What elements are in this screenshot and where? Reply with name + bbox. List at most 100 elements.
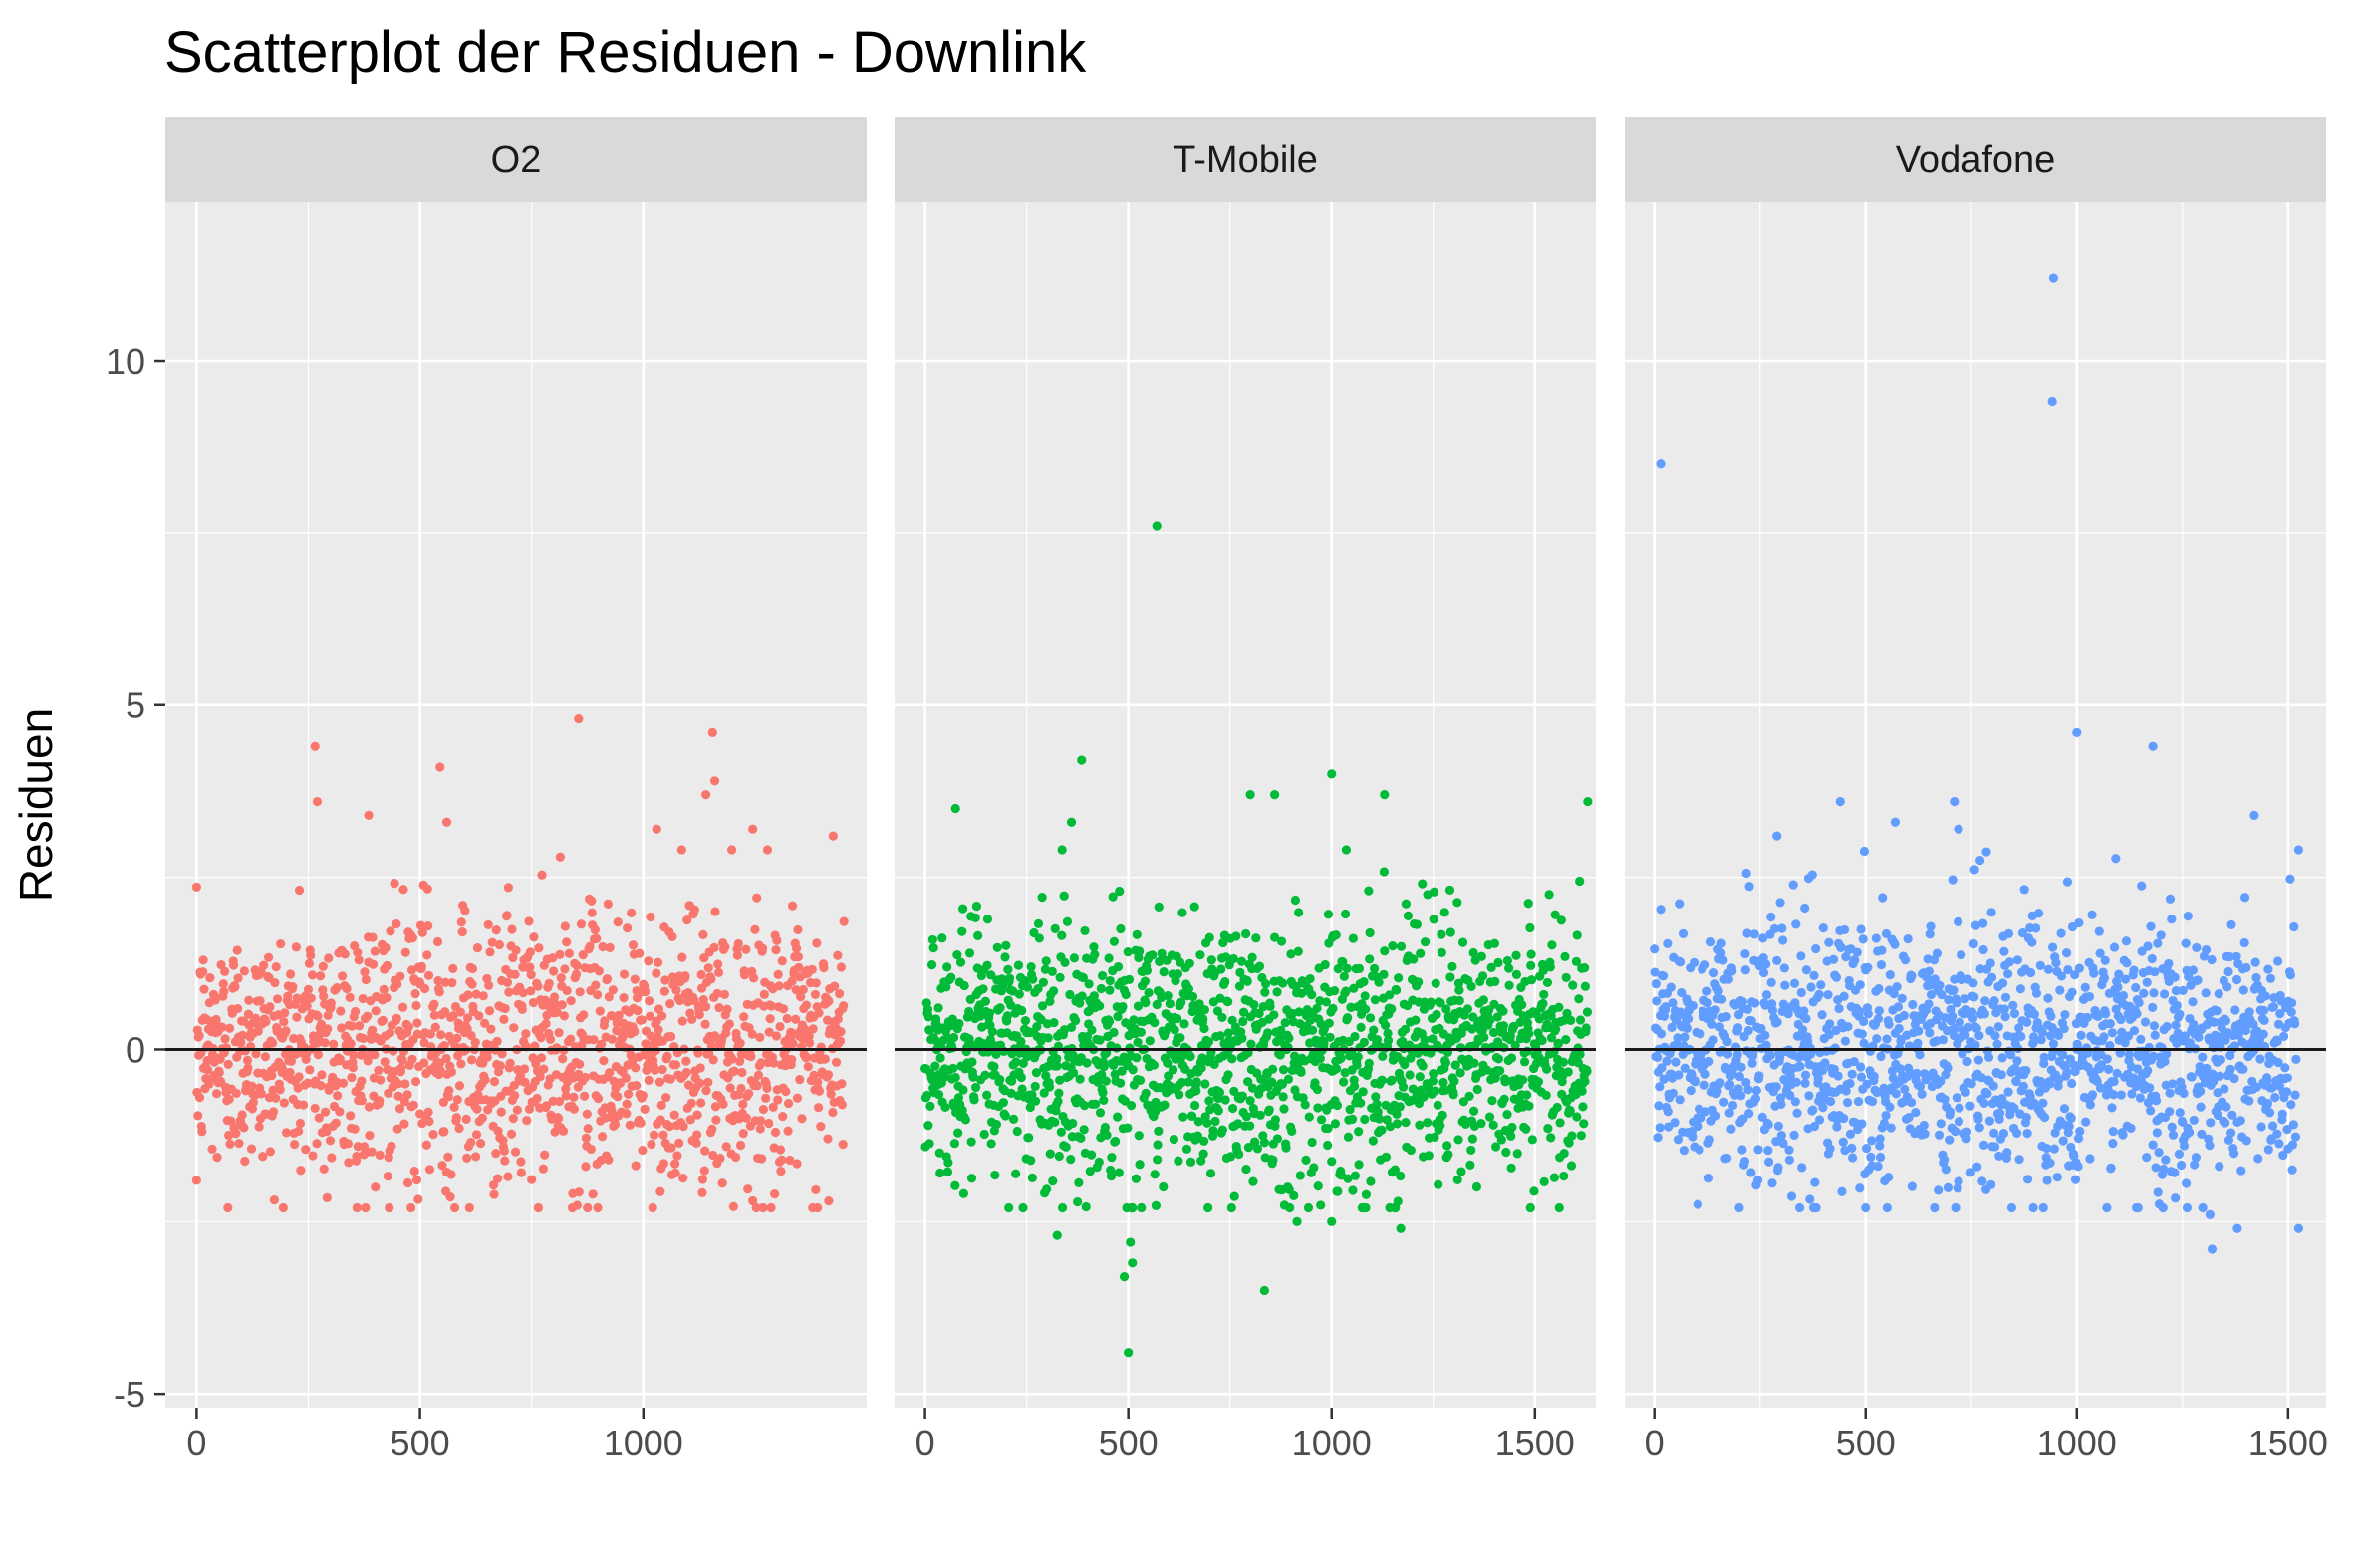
data-point	[1096, 983, 1106, 994]
data-point	[1052, 1054, 1062, 1064]
data-point	[2075, 1126, 2085, 1137]
data-point	[1117, 1066, 1127, 1076]
data-point	[2049, 1144, 2059, 1154]
data-point	[2205, 1209, 2215, 1219]
data-point	[1855, 980, 1865, 990]
data-point	[1684, 1014, 1694, 1024]
data-point	[1431, 978, 1440, 988]
data-point	[509, 1023, 519, 1033]
data-point	[1479, 1032, 1489, 1043]
data-point	[2038, 1098, 2048, 1108]
data-point	[752, 1081, 762, 1091]
data-point	[194, 1030, 204, 1041]
data-point	[525, 962, 535, 972]
data-point	[1251, 933, 1261, 943]
data-point	[1517, 1000, 1527, 1010]
data-point	[2161, 1155, 2171, 1165]
data-point	[2149, 988, 2159, 998]
data-point	[569, 1092, 579, 1102]
data-point	[1038, 977, 1048, 987]
data-point	[315, 971, 326, 981]
data-point	[305, 1065, 315, 1075]
data-point	[1741, 1077, 1751, 1088]
data-point	[1877, 945, 1887, 955]
data-point	[402, 1177, 413, 1188]
data-point	[385, 1028, 395, 1038]
data-point	[980, 1070, 990, 1080]
data-point	[1191, 1086, 1201, 1096]
data-point	[1012, 1126, 1022, 1137]
data-point	[628, 940, 639, 950]
data-point	[737, 1067, 747, 1078]
data-point	[1047, 966, 1057, 976]
data-point	[1039, 1088, 1049, 1098]
data-point	[1223, 1028, 1234, 1038]
data-point	[572, 960, 582, 970]
data-point	[1189, 1100, 1200, 1111]
data-point	[399, 1097, 409, 1107]
data-point	[1970, 1040, 1980, 1050]
data-point	[1552, 1102, 1562, 1113]
data-point	[1496, 1135, 1506, 1145]
data-point	[1289, 1190, 1299, 1201]
data-point	[2117, 1027, 2127, 1037]
data-point	[499, 1146, 509, 1156]
data-point	[1872, 1034, 1882, 1044]
data-point	[2289, 921, 2299, 932]
data-point	[1981, 847, 1991, 857]
data-point	[244, 995, 254, 1005]
data-point	[1469, 1058, 1479, 1068]
data-point	[757, 1154, 767, 1164]
data-point	[1032, 1022, 1042, 1032]
data-point	[517, 1004, 527, 1015]
data-point	[2067, 1078, 2077, 1089]
data-point	[1545, 962, 1555, 972]
points-t-mobile	[920, 521, 1593, 1358]
data-point	[1416, 1085, 1427, 1095]
data-point	[289, 1139, 300, 1150]
data-point	[353, 947, 363, 957]
data-point	[500, 1003, 510, 1014]
data-point	[1670, 1118, 1680, 1128]
data-point	[251, 1049, 261, 1059]
data-point	[2191, 1153, 2201, 1163]
data-point	[714, 1003, 724, 1013]
data-point	[631, 1161, 641, 1171]
data-point	[2158, 1202, 2168, 1213]
x-tick-label: 500	[1099, 1423, 1159, 1463]
data-point	[512, 1105, 522, 1115]
data-point	[995, 1074, 1005, 1085]
data-point	[1790, 1097, 1800, 1107]
data-point	[2222, 1102, 2231, 1112]
data-point	[1920, 1129, 1930, 1139]
data-point	[1176, 997, 1186, 1007]
data-point	[429, 1010, 439, 1020]
data-point	[2002, 1148, 2012, 1158]
data-point	[959, 980, 969, 991]
data-point	[755, 1032, 765, 1043]
data-point	[638, 1091, 648, 1101]
data-point	[761, 1093, 771, 1103]
data-point	[1068, 1068, 1079, 1078]
data-point	[1336, 1053, 1346, 1063]
data-point	[692, 1110, 702, 1120]
data-point	[1753, 1145, 1763, 1155]
data-point	[1030, 1081, 1040, 1092]
data-point	[1867, 1097, 1878, 1107]
data-point	[1033, 918, 1044, 928]
data-point	[1091, 1099, 1101, 1109]
data-point	[1840, 1036, 1850, 1046]
data-point	[2173, 1028, 2183, 1038]
data-point	[1325, 1032, 1335, 1042]
data-point	[1906, 1097, 1917, 1108]
data-point	[576, 919, 587, 929]
data-point	[1151, 1200, 1162, 1210]
data-point	[1066, 1154, 1076, 1165]
data-point	[2108, 1127, 2118, 1137]
data-point	[532, 1093, 542, 1104]
data-point	[1241, 928, 1251, 939]
data-point	[1086, 1150, 1097, 1160]
data-point	[1287, 1126, 1297, 1136]
data-point	[594, 966, 605, 976]
data-point	[548, 953, 558, 963]
